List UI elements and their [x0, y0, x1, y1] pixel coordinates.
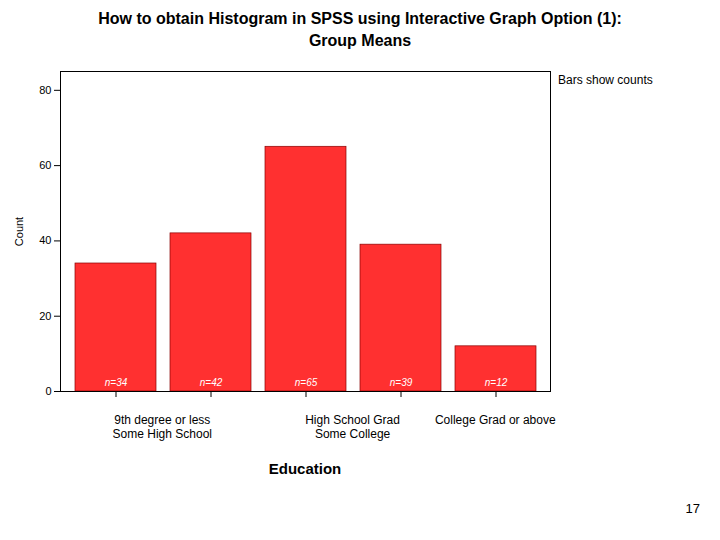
- svg-text:n=12: n=12: [485, 377, 508, 388]
- svg-text:n=65: n=65: [295, 377, 318, 388]
- svg-text:20: 20: [39, 310, 51, 322]
- svg-text:80: 80: [39, 84, 51, 96]
- svg-text:Bars show counts: Bars show counts: [558, 73, 653, 87]
- svg-text:High School GradSome College: High School GradSome College: [305, 413, 400, 441]
- svg-text:Count: Count: [13, 217, 25, 246]
- svg-text:9th degree or lessSome High Sc: 9th degree or lessSome High School: [113, 413, 212, 441]
- svg-text:40: 40: [39, 235, 51, 247]
- svg-text:0: 0: [45, 385, 51, 397]
- svg-text:n=39: n=39: [390, 377, 413, 388]
- html-text:17: 17: [685, 501, 700, 517]
- svg-text:n=34: n=34: [105, 377, 128, 388]
- svg-text:60: 60: [39, 159, 51, 171]
- svg-text:n=42: n=42: [200, 377, 223, 388]
- svg-text:College Grad or above: College Grad or above: [435, 413, 556, 427]
- svg-text:Education: Education: [269, 460, 342, 477]
- html-text:How to obtain Histogram in SPS: How to obtain Histogram in SPSS using In…: [98, 10, 622, 49]
